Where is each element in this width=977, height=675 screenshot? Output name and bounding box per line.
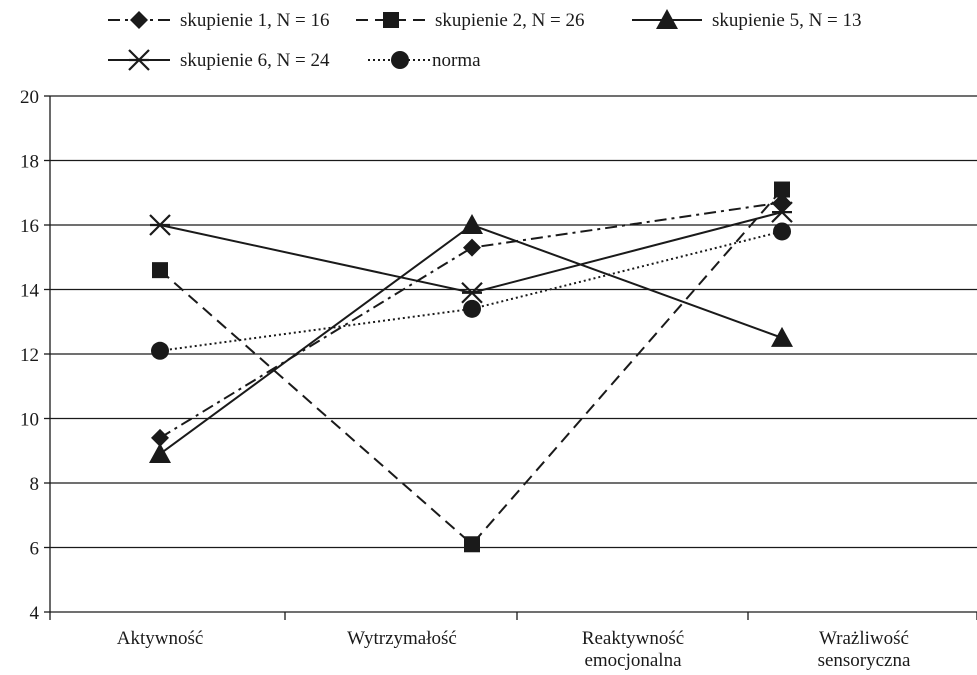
- legend-label: skupienie 5, N = 13: [712, 10, 862, 31]
- data-point: [151, 428, 169, 447]
- data-point: [149, 442, 171, 463]
- y-tick-label: 6: [30, 539, 40, 560]
- data-point: [774, 181, 790, 198]
- y-tick-label: 10: [20, 410, 39, 431]
- legend-marker: [656, 9, 678, 29]
- x-tick-label: Aktywność: [117, 628, 204, 649]
- legend-item-4: skupienie 6, N = 24: [108, 49, 330, 71]
- legend-label: skupienie 6, N = 24: [180, 50, 330, 71]
- legend-item-3: skupienie 5, N = 13: [632, 9, 862, 31]
- data-point: [149, 214, 171, 236]
- legend-item-2: skupienie 2, N = 26: [356, 10, 585, 31]
- data-point: [464, 536, 480, 553]
- data-point: [461, 281, 483, 304]
- series-2: [152, 181, 790, 553]
- y-tick-label: 8: [30, 474, 40, 495]
- series-5: [151, 222, 791, 360]
- y-tick-label: 20: [20, 87, 39, 108]
- series-3: [149, 214, 793, 463]
- y-tick-label: 16: [20, 216, 39, 237]
- grid-lines: [50, 95, 977, 549]
- legend-label: skupienie 1, N = 16: [180, 10, 330, 31]
- data-point: [773, 222, 791, 241]
- legend-label: skupienie 2, N = 26: [435, 10, 585, 31]
- x-tick-label: Wrażliwość sensoryczna: [818, 628, 911, 671]
- series-line: [159, 188, 783, 546]
- data-point: [771, 201, 793, 223]
- legend-item-5: norma: [368, 50, 481, 71]
- series-4: [149, 201, 793, 304]
- y-tick-label: 4: [30, 603, 40, 624]
- axes: 4 6 8 10 12 14 16 18 20 Aktywność Wytrzymałość Reak…: [20, 87, 977, 671]
- series-line: [159, 223, 783, 455]
- data-point: [151, 341, 169, 360]
- legend: skupienie 1, N = 16 skupienie 2, N = 26 sk…: [108, 9, 862, 71]
- x-tick-label: Reaktywność emocjonalna: [582, 628, 684, 671]
- legend-marker: [130, 11, 148, 29]
- legend-label: norma: [432, 50, 481, 71]
- y-tick-label: 18: [20, 152, 39, 173]
- x-tick-label: Wytrzymałość: [347, 628, 457, 649]
- data-point: [152, 262, 168, 279]
- series-layer: [149, 181, 793, 553]
- y-tick-label: 14: [20, 281, 40, 302]
- legend-item-1: skupienie 1, N = 16: [108, 10, 330, 31]
- data-point: [461, 214, 483, 234]
- data-point: [463, 299, 481, 318]
- data-point: [463, 238, 481, 257]
- legend-marker: [383, 12, 399, 28]
- series-line: [159, 201, 783, 439]
- y-tick-label: 12: [20, 345, 39, 366]
- legend-marker: [391, 51, 409, 69]
- legend-marker: [128, 49, 150, 71]
- data-point: [771, 326, 793, 347]
